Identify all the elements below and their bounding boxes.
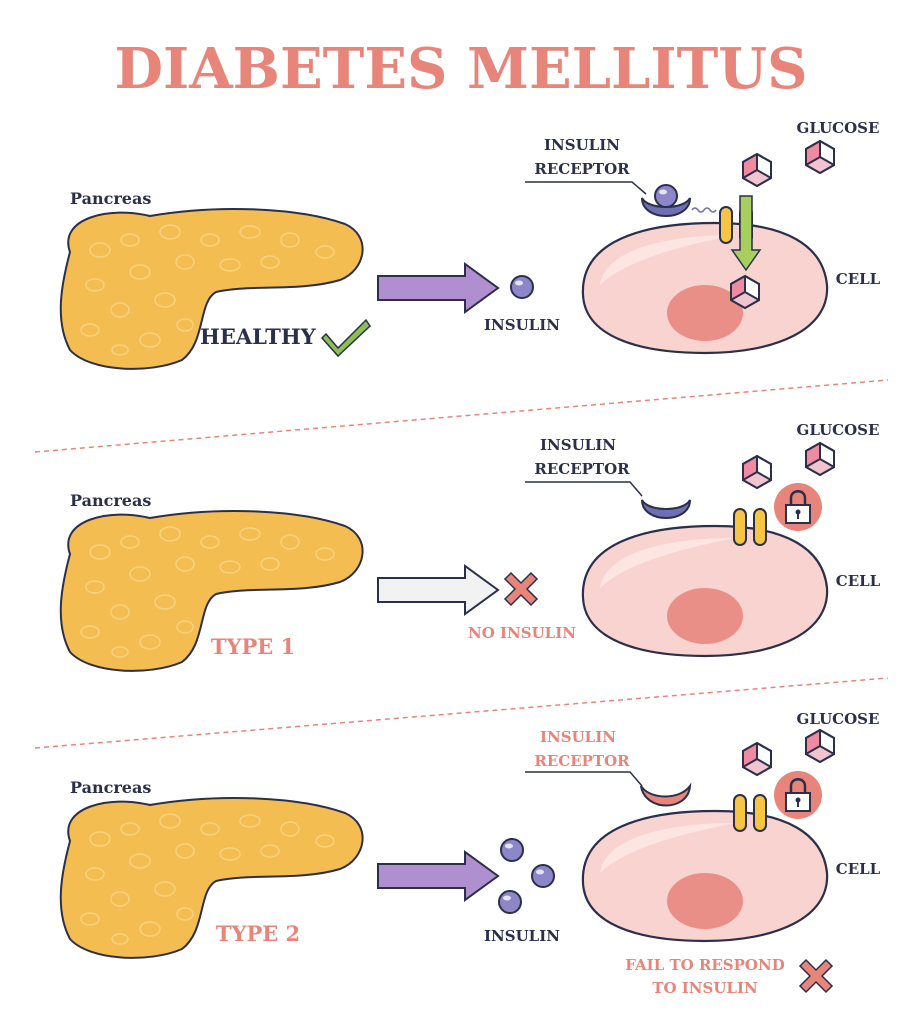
- cell-label: CELL: [836, 572, 881, 590]
- status-label: HEALTHY: [200, 324, 317, 349]
- glucose-cube-icon: [730, 275, 760, 309]
- cross-icon: [799, 959, 833, 993]
- receptor-label: INSULIN: [540, 728, 616, 746]
- cell-label: CELL: [836, 860, 881, 878]
- panel-type1: Pancreas TYPE 1 NO INSULIN INSULIN RECEP…: [59, 421, 881, 672]
- cell-icon: [581, 524, 829, 658]
- receptor-label: INSULIN: [544, 136, 620, 154]
- insulin-label: INSULIN: [484, 927, 560, 945]
- cell-icon: [581, 221, 829, 355]
- glucose-cube-icon: [742, 153, 772, 187]
- check-icon: [320, 318, 371, 358]
- cell-label: CELL: [836, 270, 881, 288]
- lock-icon: [772, 481, 824, 533]
- panel-type2: Pancreas TYPE 2 INSULIN INSULIN RECEPTOR…: [59, 710, 881, 997]
- leader-line: [525, 771, 643, 787]
- cell-icon: [581, 809, 829, 943]
- lock-icon: [772, 769, 824, 821]
- page-title: DIABETES MELLITUS: [114, 36, 807, 102]
- arrow-icon: [377, 850, 500, 902]
- status-label: TYPE 2: [216, 921, 300, 946]
- glucose-label: GLUCOSE: [797, 119, 880, 137]
- panel-healthy: Pancreas HEALTHY INSULIN INSULIN RECEPTO…: [59, 119, 881, 370]
- leader-line: [525, 481, 643, 497]
- glucose-cube-icon: [742, 455, 772, 489]
- status-label: TYPE 1: [211, 634, 295, 659]
- receptor-label: INSULIN: [540, 436, 616, 454]
- receptor-label: RECEPTOR: [534, 160, 630, 178]
- glucose-label: GLUCOSE: [797, 710, 880, 728]
- glucose-cube-icon: [805, 729, 835, 763]
- insulin-molecule-icon: [531, 864, 555, 888]
- insulin-molecule-icon: [510, 275, 534, 299]
- glucose-cube-icon: [805, 140, 835, 174]
- fail-label: TO INSULIN: [652, 979, 758, 997]
- insulin-receptor-icon: [641, 499, 691, 519]
- insulin-molecule-icon: [498, 890, 522, 914]
- arrow-icon: [377, 564, 500, 616]
- cross-icon: [504, 572, 538, 606]
- insulin-receptor-icon: [640, 782, 692, 807]
- glucose-cube-icon: [805, 442, 835, 476]
- no-insulin-label: NO INSULIN: [468, 624, 576, 642]
- fail-label: FAIL TO RESPOND: [625, 956, 784, 974]
- pancreas-label: Pancreas: [70, 189, 151, 208]
- signal-icon: [691, 207, 717, 213]
- pancreas-label: Pancreas: [70, 778, 151, 797]
- divider: [34, 677, 889, 749]
- pancreas-label: Pancreas: [70, 491, 151, 510]
- insulin-molecule-icon: [500, 838, 524, 862]
- glucose-cube-icon: [742, 742, 772, 776]
- insulin-label: INSULIN: [484, 316, 560, 334]
- receptor-label: RECEPTOR: [534, 752, 630, 770]
- green-arrow-icon: [730, 195, 762, 272]
- insulin-molecule-icon: [654, 184, 678, 208]
- divider: [34, 379, 889, 453]
- leader-line: [525, 181, 647, 195]
- glucose-label: GLUCOSE: [797, 421, 880, 439]
- pancreas-icon: [59, 797, 364, 959]
- receptor-label: RECEPTOR: [534, 460, 630, 478]
- arrow-icon: [377, 262, 500, 314]
